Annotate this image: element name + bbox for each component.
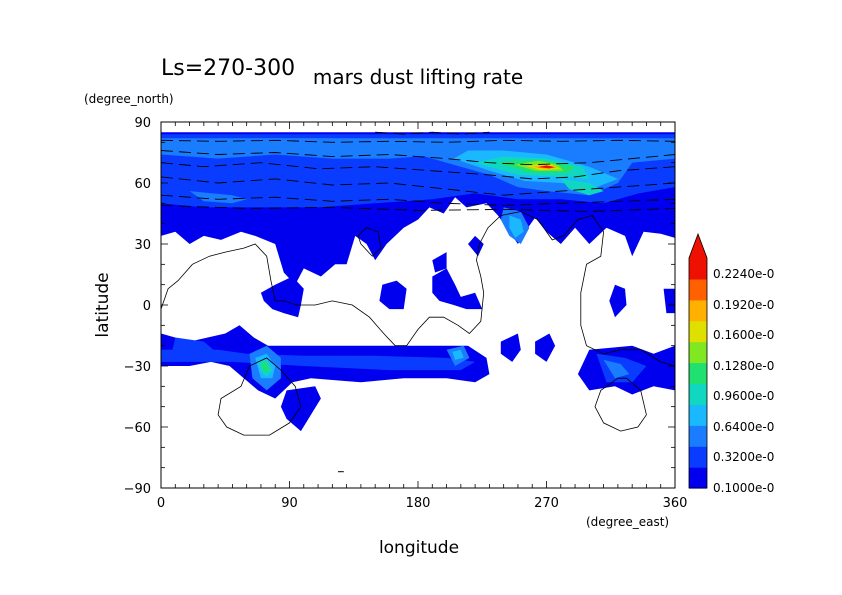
dust-region — [509, 215, 524, 238]
dust-region — [161, 349, 476, 371]
colorbar — [688, 232, 708, 489]
x-tick-labels: 0 90 180 270 360 — [157, 496, 688, 511]
contour-line — [217, 357, 302, 436]
x-tick-label: 360 — [663, 496, 688, 511]
dust-region — [379, 280, 407, 310]
dust-region — [432, 252, 447, 273]
dust-region — [663, 288, 675, 314]
colorbar-label: 0.3200e-0 — [713, 450, 774, 464]
colorbar-label: 0.1000e-0 — [713, 481, 774, 495]
dust-region — [189, 191, 247, 204]
dust-region — [260, 361, 270, 373]
y-tick-label: 0 — [143, 299, 151, 314]
y-units-label: (degree_north) — [84, 92, 174, 106]
y-tick-label: 90 — [134, 116, 151, 131]
x-units-label: (degree_east) — [586, 515, 669, 529]
colorbar-extend-arrow — [689, 234, 707, 258]
colorbar-label: 0.2240e-0 — [713, 267, 774, 281]
x-tick-label: 180 — [406, 496, 431, 511]
dust-region — [468, 235, 484, 257]
colorbar-swatch — [689, 320, 707, 343]
colorbar-swatch — [689, 383, 707, 405]
contour-line-dashed — [375, 131, 490, 135]
dust-region — [535, 333, 556, 362]
colorbar-swatch — [689, 341, 707, 364]
contour-line — [594, 377, 647, 432]
plot-area — [160, 121, 676, 489]
dust-region — [432, 268, 483, 310]
dust-region — [537, 165, 556, 169]
contour-line-dashed — [161, 204, 675, 212]
dust-region — [560, 178, 604, 196]
dust-region — [452, 349, 464, 360]
colorbar-label: 0.1600e-0 — [713, 328, 774, 342]
x-tick-label: 0 — [157, 496, 165, 511]
colorbar-swatch — [689, 258, 707, 280]
contour-line — [161, 211, 675, 367]
colorbar-swatch — [689, 362, 707, 384]
colorbar-swatch — [689, 404, 707, 426]
contour-line-dashed — [161, 162, 675, 180]
y-axis-label: latitude — [93, 272, 113, 337]
colorbar-label: 0.1280e-0 — [713, 359, 774, 373]
shaded-regions — [161, 132, 675, 432]
contour-line-dashed — [161, 150, 675, 166]
x-axis-label: longitude — [379, 538, 459, 558]
colorbar-swatch — [689, 299, 707, 322]
chart-subtitle: Ls=270-300 — [161, 56, 295, 81]
dust-region — [609, 284, 627, 318]
contour-line-dashed — [161, 194, 675, 206]
colorbar-label: 0.9600e-0 — [713, 389, 774, 403]
axis-ticks — [160, 121, 676, 489]
y-tick-label: 30 — [134, 238, 151, 253]
y-tick-label: −90 — [124, 482, 151, 497]
colorbar-swatch — [689, 446, 707, 468]
colorbar-label: 0.1920e-0 — [713, 298, 774, 312]
colorbar-outline — [688, 232, 708, 489]
contour-lines — [161, 131, 675, 473]
dust-region — [280, 386, 321, 432]
colorbar-swatch — [689, 278, 707, 301]
y-tick-label: −60 — [124, 421, 151, 436]
y-tick-label: 60 — [134, 177, 151, 192]
colorbar-swatch — [689, 467, 707, 489]
y-tick-label: −30 — [124, 360, 151, 375]
x-tick-label: 90 — [281, 496, 298, 511]
colorbar-label: 0.6400e-0 — [713, 420, 774, 434]
y-tick-labels: 90 60 30 0 −30 −60 −90 — [124, 116, 151, 497]
dust-region — [260, 276, 304, 318]
dust-region — [603, 359, 630, 379]
colorbar-labels: 0.2240e-0 0.1920e-0 0.1600e-0 0.1280e-0 … — [713, 267, 774, 495]
colorbar-swatch — [689, 425, 707, 447]
contour-line — [357, 227, 382, 257]
chart-title: mars dust lifting rate — [313, 65, 523, 89]
contour-line-dashed — [161, 176, 675, 196]
dust-region — [500, 333, 521, 362]
contour-line-dashed — [161, 139, 675, 143]
dust-region — [172, 337, 219, 358]
x-tick-label: 270 — [534, 496, 559, 511]
